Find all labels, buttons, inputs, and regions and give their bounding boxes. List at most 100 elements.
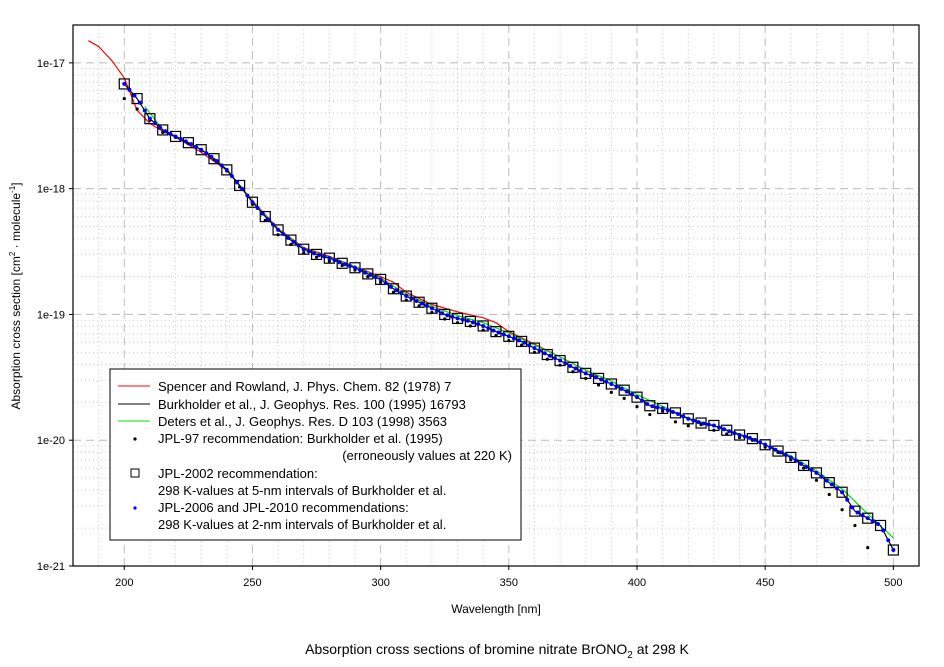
data-point-jpl2002 [310, 248, 323, 261]
data-point-jpl2006 [153, 121, 158, 126]
data-point-jpl2006 [470, 320, 475, 325]
data-point-jpl2006 [752, 437, 757, 442]
data-point-jpl2006 [563, 361, 568, 366]
data-point-jpl2006 [496, 330, 501, 335]
data-point-jpl2006 [137, 100, 142, 105]
data-point-jpl2006 [414, 299, 419, 304]
data-point-jpl2006 [850, 505, 855, 510]
data-point-jpl2006 [240, 186, 245, 191]
data-point-jpl2006 [358, 268, 363, 273]
data-point-jpl2006 [532, 346, 537, 351]
data-point-jpl2006 [132, 93, 137, 98]
data-point-jpl2006 [188, 142, 193, 147]
data-point-jpl2006 [717, 425, 722, 430]
data-point-jpl2006 [635, 395, 639, 400]
legend-label-jpl97-note: (erroneously values at 220 K) [342, 448, 512, 463]
data-point-jpl2006 [829, 482, 834, 487]
data-point-jpl97 [609, 390, 613, 394]
data-point-jpl2006 [388, 284, 393, 289]
data-point-jpl2006 [173, 134, 178, 139]
data-point-jpl2006 [250, 200, 255, 205]
data-point-jpl2006 [645, 402, 650, 407]
data-point-jpl2002 [746, 433, 758, 445]
data-point-jpl2002 [618, 384, 630, 396]
data-point-jpl97 [814, 478, 819, 482]
data-point-jpl2006 [373, 275, 378, 280]
data-point-jpl97 [238, 185, 242, 189]
data-point-jpl2006 [435, 308, 440, 313]
data-point-jpl2006 [178, 136, 183, 141]
data-point-jpl2006 [650, 404, 655, 409]
data-point-jpl2002 [144, 113, 156, 125]
y-axis-label-a: Absorption cross section [cm [9, 256, 23, 409]
y-axis-label-sup2: -1 [8, 185, 17, 193]
data-point-jpl97 [571, 370, 575, 374]
data-point-jpl2006 [696, 420, 701, 425]
data-point-jpl97 [712, 428, 716, 432]
data-point-jpl97 [725, 432, 729, 436]
data-point-jpl2006 [368, 272, 373, 277]
data-point-jpl97 [494, 333, 498, 338]
data-point-jpl2006 [291, 239, 296, 244]
data-point-jpl97 [122, 96, 126, 101]
data-point-jpl2006 [609, 381, 614, 386]
data-point-jpl97 [507, 338, 511, 343]
y-tick-label: 1e-20 [37, 435, 65, 447]
data-point-jpl2006 [619, 386, 624, 391]
data-point-jpl2006 [332, 258, 337, 263]
data-point-jpl2006 [814, 470, 819, 475]
legend-label-deters: Deters et al., J. Geophys. Res. D 103 (1… [158, 414, 447, 429]
data-point-jpl2002 [810, 467, 823, 479]
legend-label-jpl2006: JPL-2006 and JPL-2010 recommendations: [158, 500, 409, 515]
data-point-jpl2002 [759, 439, 771, 451]
y-tick-label: 1e-21 [37, 561, 65, 573]
data-point-jpl2002 [874, 519, 887, 532]
data-point-jpl2006 [573, 366, 578, 371]
data-point-jpl2006 [588, 373, 593, 378]
data-point-jpl2006 [547, 353, 552, 358]
data-point-jpl2002 [375, 273, 387, 285]
x-tick-label: 200 [115, 577, 133, 589]
data-point-jpl2006 [875, 522, 880, 527]
data-point-jpl2006 [660, 406, 665, 411]
data-point-jpl2006 [353, 265, 357, 270]
data-point-jpl2006 [465, 318, 470, 323]
title-sub: 2 [627, 650, 633, 661]
data-point-jpl2006 [209, 154, 214, 159]
data-point-jpl2006 [763, 442, 768, 447]
data-point-jpl2006 [383, 281, 388, 286]
data-point-jpl2002 [362, 268, 374, 280]
data-point-jpl2006 [404, 294, 409, 299]
data-point-jpl2006 [870, 519, 875, 524]
data-point-jpl2006 [624, 389, 629, 394]
data-point-jpl2006 [306, 249, 311, 254]
data-point-jpl97 [648, 412, 652, 417]
data-point-jpl97 [289, 242, 293, 247]
data-point-jpl2006 [676, 412, 681, 417]
data-point-jpl97 [686, 424, 690, 428]
y-tick-label: 1e-18 [37, 184, 65, 196]
data-point-jpl2006 [542, 351, 547, 356]
data-point-jpl97 [379, 280, 383, 284]
data-point-jpl2006 [214, 158, 219, 163]
data-point-jpl97 [468, 324, 472, 328]
data-point-jpl2006 [840, 490, 845, 495]
data-point-jpl2006 [322, 254, 327, 259]
data-point-jpl2006 [855, 510, 860, 515]
y-axis-label-sup1: 2 [8, 251, 17, 256]
data-point-jpl97 [417, 304, 421, 308]
data-point-jpl2006 [265, 217, 270, 222]
data-point-jpl2006 [219, 163, 224, 168]
data-point-jpl2006 [604, 379, 609, 384]
data-point-jpl2006 [747, 435, 752, 440]
data-point-jpl2006 [742, 434, 747, 439]
data-point-jpl2006 [640, 398, 645, 403]
data-point-jpl2006 [199, 147, 204, 152]
legend-label-spencer: Spencer and Rowland, J. Phys. Chem. 82 (… [158, 379, 451, 394]
data-point-jpl2006 [122, 81, 127, 86]
x-tick-label: 300 [371, 577, 389, 589]
data-point-jpl97 [481, 328, 485, 332]
data-point-jpl2006 [296, 243, 301, 248]
data-point-jpl2006 [522, 340, 527, 345]
data-point-jpl2006 [147, 116, 152, 121]
